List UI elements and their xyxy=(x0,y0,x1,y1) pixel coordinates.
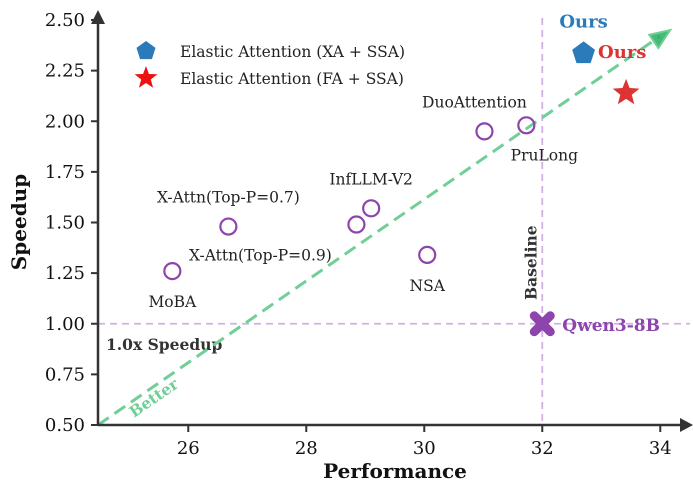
y-tick-label: 1.25 xyxy=(45,263,85,284)
x-axis-arrow-icon xyxy=(680,418,693,432)
y-tick-label: 0.50 xyxy=(45,415,85,436)
data-point[interactable] xyxy=(418,245,437,264)
better-diagonal-line xyxy=(97,34,662,427)
data-point-pentagon[interactable] xyxy=(572,41,595,64)
data-point[interactable] xyxy=(219,217,238,236)
legend-label: Elastic Attention (XA + SSA) xyxy=(180,43,405,61)
data-point[interactable] xyxy=(517,116,536,135)
data-point-label: X-Attn(Top-P=0.9) xyxy=(189,247,332,265)
data-point-label: NSA xyxy=(410,277,446,295)
y-tick-label: 2.25 xyxy=(45,61,85,82)
x-tick-label: 34 xyxy=(649,438,672,459)
y-tick-label: 2.50 xyxy=(45,10,85,31)
x-marker-stroke xyxy=(529,311,555,337)
x-tick-label: 26 xyxy=(177,438,200,459)
y-tick-label: 1.00 xyxy=(45,314,85,335)
y-axis-arrow-icon xyxy=(91,10,105,24)
data-point[interactable] xyxy=(475,122,494,141)
legend-pentagon-icon xyxy=(136,41,156,60)
x-tick-label: 32 xyxy=(531,438,554,459)
speedup-1x-label: 1.0x Speedup xyxy=(106,335,222,354)
x-tick-label: 30 xyxy=(413,438,436,459)
better-arrowhead-icon xyxy=(647,28,673,50)
baseline-x-marker[interactable] xyxy=(529,311,555,337)
baseline-label: Baseline xyxy=(521,225,540,300)
y-tick-label: 1.75 xyxy=(45,162,85,183)
data-point-label: InfLLM-V2 xyxy=(329,170,412,188)
data-point-star[interactable] xyxy=(612,78,640,105)
data-point[interactable] xyxy=(362,199,381,218)
ours-fa-label: Ours xyxy=(598,42,646,63)
ours-xa-label: Ours xyxy=(559,11,607,32)
baseline-model-label: Qwen3-8B xyxy=(562,316,660,336)
data-point-label: MoBA xyxy=(148,293,197,311)
x-tick-label: 28 xyxy=(295,438,318,459)
y-axis-title: Speedup xyxy=(7,174,31,270)
data-point[interactable] xyxy=(163,262,182,281)
better-label: Better xyxy=(125,374,182,422)
data-point-label: X-Attn(Top-P=0.7) xyxy=(157,189,300,207)
y-tick-label: 1.50 xyxy=(45,213,85,234)
data-point[interactable] xyxy=(347,215,366,234)
legend-label: Elastic Attention (FA + SSA) xyxy=(180,70,404,88)
data-point-label: DuoAttention xyxy=(422,93,527,111)
data-point-label: PruLong xyxy=(511,146,578,164)
x-axis-title: Performance xyxy=(323,459,467,480)
y-tick-label: 2.00 xyxy=(45,111,85,132)
legend-star-icon xyxy=(134,66,158,88)
y-tick-label: 0.75 xyxy=(45,364,85,385)
